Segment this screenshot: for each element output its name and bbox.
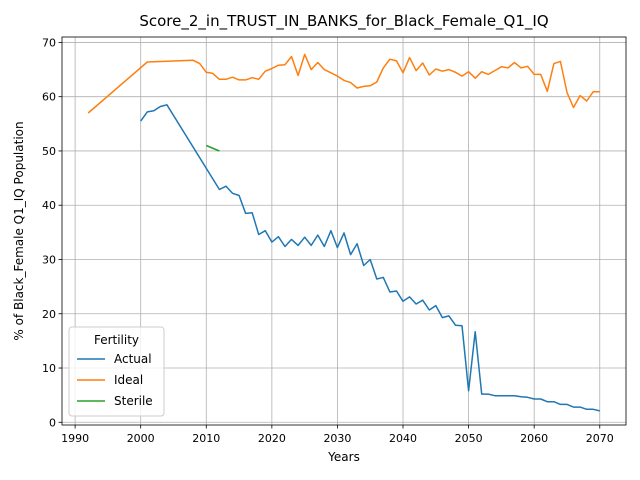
legend: Fertility Actual Ideal Sterile (68, 326, 165, 417)
legend-title: Fertility (94, 333, 139, 347)
legend-label-ideal: Ideal (114, 373, 143, 387)
y-tick-label: 40 (42, 199, 56, 212)
grid-lines (62, 37, 626, 425)
plot-frame (61, 36, 627, 426)
x-tick-label: 2020 (258, 432, 286, 445)
y-tick-label: 50 (42, 145, 56, 158)
y-axis-ticks: 0 10 20 30 40 50 60 70 (42, 36, 62, 429)
x-tick-label: 2040 (389, 432, 417, 445)
y-axis-label: % of Black_Female Q1_IQ Population (12, 121, 26, 340)
x-tick-label: 2000 (127, 432, 155, 445)
x-tick-label: 2010 (192, 432, 220, 445)
legend-box (68, 326, 165, 417)
x-tick-label: 2030 (323, 432, 351, 445)
series-line-ideal (87, 53, 600, 114)
x-tick-label: 2050 (455, 432, 483, 445)
y-tick-label: 30 (42, 253, 56, 266)
y-tick-label: 10 (42, 362, 56, 375)
x-tick-label: 2070 (586, 432, 614, 445)
legend-label-actual: Actual (114, 352, 152, 366)
legend-label-sterile: Sterile (114, 394, 153, 408)
legend-items: Actual Ideal Sterile (77, 352, 153, 408)
y-tick-label: 20 (42, 308, 56, 321)
x-tick-label: 2060 (520, 432, 548, 445)
y-tick-label: 0 (49, 416, 56, 429)
chart-title: Score_2_in_TRUST_IN_BANKS_for_Black_Fema… (139, 12, 548, 31)
series-lines (87, 53, 600, 412)
y-tick-label: 60 (42, 91, 56, 104)
y-tick-label: 70 (42, 36, 56, 49)
x-tick-label: 1990 (61, 432, 89, 445)
series-line-actual (140, 104, 600, 412)
x-axis-label: Years (327, 450, 360, 464)
series-line-sterile (206, 144, 220, 152)
x-axis-ticks: 1990 2000 2010 2020 2030 2040 2050 2060 2070 (61, 425, 614, 445)
